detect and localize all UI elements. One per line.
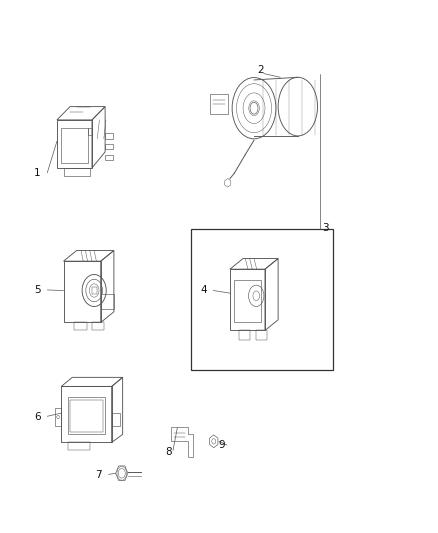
Bar (256, 330, 267, 340)
Bar (68, 442, 90, 450)
Bar (105, 144, 113, 149)
Bar (92, 287, 97, 294)
Text: 6: 6 (34, 412, 41, 422)
Text: 1: 1 (34, 168, 41, 178)
Bar (239, 330, 250, 340)
Text: 4: 4 (200, 286, 207, 295)
Bar (92, 322, 104, 330)
Bar (112, 413, 120, 426)
Bar (105, 133, 113, 139)
Bar (234, 280, 261, 322)
Text: 3: 3 (321, 223, 328, 233)
Bar (68, 397, 105, 434)
Bar (105, 155, 113, 160)
Bar (191, 229, 333, 370)
Text: 8: 8 (165, 447, 172, 457)
Text: 5: 5 (34, 286, 41, 295)
Bar (70, 400, 103, 432)
Bar (74, 322, 87, 330)
Text: 2: 2 (257, 66, 264, 75)
Text: 7: 7 (95, 471, 102, 480)
Text: 9: 9 (218, 440, 225, 450)
Bar (101, 294, 114, 309)
